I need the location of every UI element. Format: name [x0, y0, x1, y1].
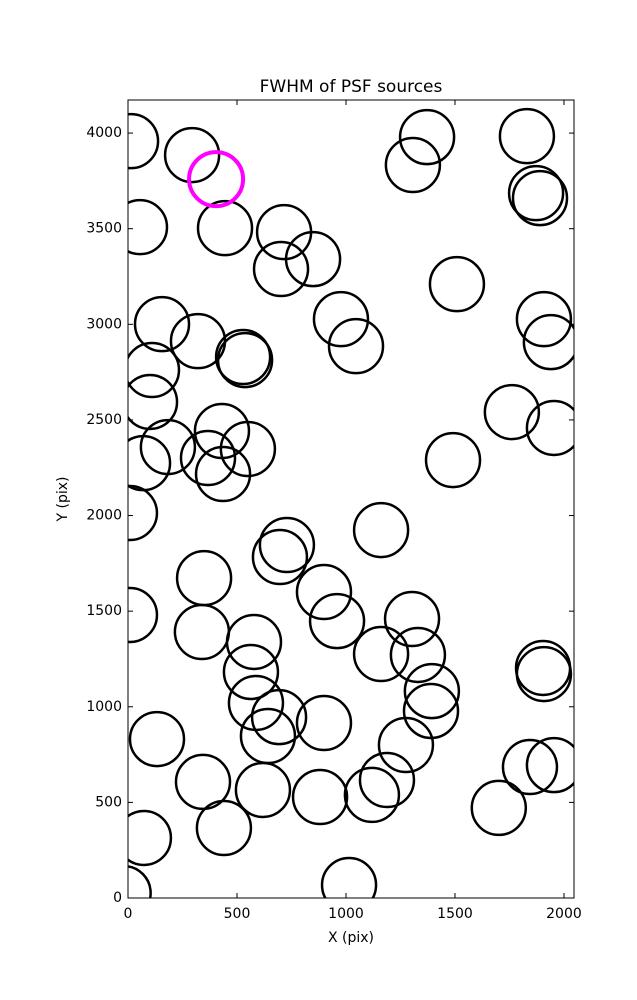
source-circle [358, 751, 416, 809]
source-circle [234, 761, 292, 819]
source-circle [128, 373, 179, 431]
source-circle [128, 809, 173, 867]
source-circle [187, 150, 246, 209]
y-tick-label: 1500 [86, 603, 122, 619]
source-circle [295, 563, 353, 621]
y-tick-label: 3000 [86, 316, 122, 332]
plot-area [128, 107, 574, 898]
source-circle [525, 399, 574, 457]
source-circle [128, 198, 169, 256]
source-circle [128, 484, 159, 542]
source-circle [195, 799, 253, 857]
source-circle [222, 643, 280, 701]
chart-title: FWHM of PSF sources [260, 77, 443, 97]
source-circle [225, 613, 283, 671]
source-circle [252, 240, 310, 298]
source-circle [128, 112, 160, 170]
source-circle [128, 341, 181, 399]
source-circle [428, 255, 486, 313]
source-circle [194, 445, 252, 503]
source-circle [424, 431, 482, 489]
y-tick-label: 1000 [86, 699, 122, 715]
source-circle [515, 645, 573, 703]
source-circle [284, 230, 342, 288]
source-circle [128, 586, 159, 644]
source-circle [511, 169, 569, 227]
source-circle [308, 592, 366, 650]
source-circle [327, 317, 385, 375]
x-tick-label: 500 [224, 906, 251, 922]
plot-frame [127, 99, 575, 899]
source-circle [403, 662, 461, 720]
source-circle [501, 738, 559, 796]
source-circle [384, 136, 442, 194]
source-circle [258, 516, 316, 574]
source-circle [507, 164, 565, 222]
y-axis-label: Y (pix) [55, 477, 71, 523]
source-circle [133, 295, 191, 353]
source-circle [352, 625, 410, 683]
source-circle [214, 328, 272, 386]
source-circle [389, 626, 447, 684]
x-tick-label: 2000 [546, 906, 582, 922]
source-circle [174, 753, 232, 811]
y-tick-label: 500 [95, 794, 122, 810]
source-circle [175, 549, 233, 607]
x-tick-label: 1000 [328, 906, 364, 922]
y-tick-label: 2500 [86, 412, 122, 428]
source-circle [291, 768, 349, 826]
source-circle [320, 856, 378, 898]
source-circle [498, 107, 556, 165]
source-circle [219, 420, 277, 478]
source-circle [295, 694, 353, 752]
x-tick-label: 0 [124, 906, 133, 922]
y-tick-label: 3500 [86, 221, 122, 237]
source-circle [312, 290, 370, 348]
source-circle [525, 736, 574, 794]
source-circle [179, 429, 237, 487]
y-tick-label: 2000 [86, 508, 122, 524]
source-circle [515, 290, 573, 348]
x-axis-label: X (pix) [328, 930, 374, 946]
source-circle [239, 707, 297, 765]
source-circle [343, 766, 401, 824]
source-circle [163, 126, 221, 184]
source-circle [216, 331, 274, 389]
source-circle [352, 501, 410, 559]
source-circle [483, 383, 541, 441]
source-circle [250, 688, 308, 746]
source-circle [251, 528, 309, 586]
source-circle [255, 203, 313, 261]
source-circle [514, 639, 572, 697]
source-circle [128, 865, 152, 898]
source-circle [128, 434, 172, 492]
y-tick-label: 4000 [86, 125, 122, 141]
x-tick-label: 1500 [437, 906, 473, 922]
source-circle [398, 108, 456, 166]
source-circle [196, 199, 254, 257]
source-circle [377, 716, 435, 774]
source-circle [173, 603, 231, 661]
y-tick-label: 0 [113, 890, 122, 906]
source-circle [128, 710, 186, 768]
source-circle [383, 590, 441, 648]
source-circle [470, 779, 528, 837]
source-circle [522, 313, 574, 371]
source-circle [139, 418, 197, 476]
